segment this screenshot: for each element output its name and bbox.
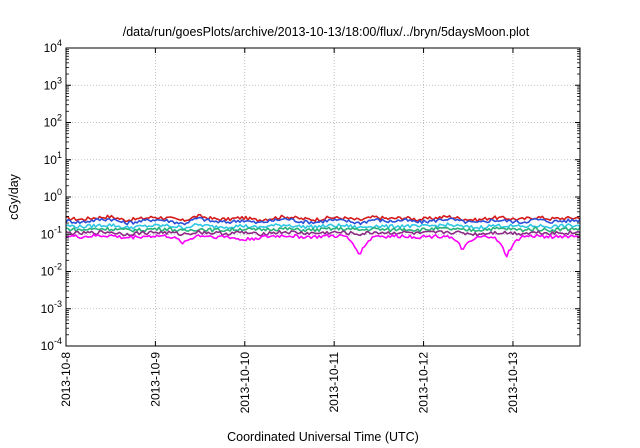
y-tick-base: 10 (41, 265, 55, 279)
series-group (65, 213, 581, 258)
y-tick-exponent: 0 (57, 187, 62, 197)
y-tick-label: 10-2 (41, 262, 62, 279)
x-tick-label: 2013-10-12 (417, 352, 431, 414)
series-line (65, 229, 581, 237)
y-tick-exponent: 2 (57, 113, 62, 123)
x-axis: 2013-10-8 2013-10-9 2013-10-10 2013-10-11 20… (59, 48, 520, 413)
x-tick-label: 2013-10-9 (148, 352, 162, 407)
chart-title: /data/run/goesPlots/archive/2013-10-13/1… (123, 25, 530, 39)
series-line (65, 216, 581, 226)
y-tick-label: 101 (44, 150, 62, 167)
y-tick-base: 10 (44, 78, 58, 92)
y-tick-label: 100 (44, 187, 62, 204)
y-tick-base: 10 (44, 116, 58, 130)
y-tick-label: 104 (44, 38, 62, 55)
x-tick-label: 2013-10-11 (327, 352, 341, 413)
x-tick-label: 2013-10-13 (506, 352, 520, 414)
y-tick-base: 10 (44, 41, 58, 55)
y-tick-label: 102 (44, 113, 62, 130)
y-tick-base: 10 (44, 153, 58, 167)
y-tick-base: 10 (44, 190, 58, 204)
y-tick-exponent: -4 (54, 336, 62, 346)
y-tick-exponent: 4 (57, 38, 62, 48)
y-tick-exponent: 1 (57, 150, 62, 160)
series-line (65, 226, 581, 233)
x-axis-label: Coordinated Universal Time (UTC) (227, 430, 419, 444)
series-line (65, 233, 581, 258)
y-tick-label: 10-1 (41, 224, 62, 241)
x-tick-label: 2013-10-10 (238, 352, 252, 414)
plot-frame (65, 47, 581, 347)
y-tick-label: 10-3 (41, 299, 62, 316)
grid (66, 48, 580, 346)
y-tick-label: 103 (44, 75, 62, 92)
y-axis-label: cGy/day (7, 173, 21, 220)
y-tick-base: 10 (41, 227, 55, 241)
y-tick-base: 10 (41, 339, 55, 353)
y-tick-base: 10 (41, 302, 55, 316)
series-line (65, 222, 581, 230)
series-line (65, 213, 581, 223)
x-tick-label: 2013-10-8 (59, 352, 73, 407)
y-tick-exponent: -1 (54, 224, 62, 234)
y-tick-label: 10-4 (41, 336, 62, 353)
y-tick-exponent: -2 (54, 262, 62, 272)
y-tick-exponent: 3 (57, 75, 62, 85)
y-tick-exponent: -3 (54, 299, 62, 309)
